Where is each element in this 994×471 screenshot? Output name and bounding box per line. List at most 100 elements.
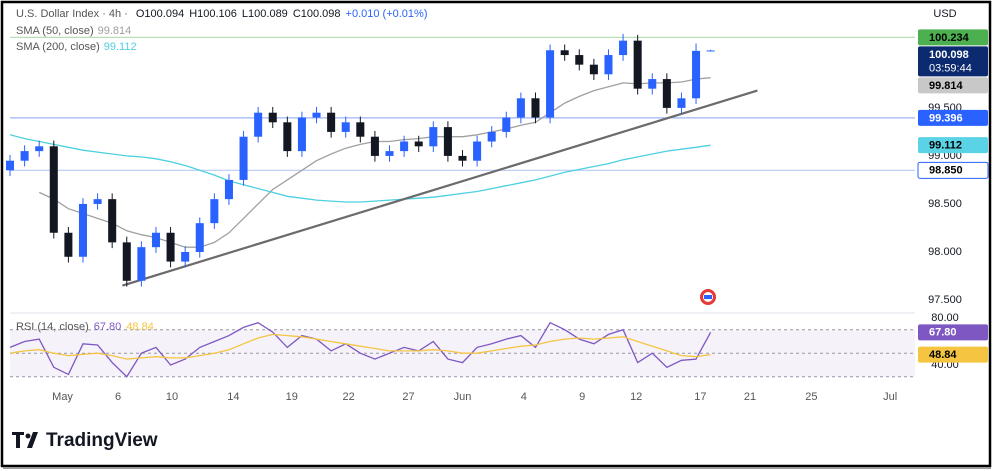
event-icon: [700, 289, 716, 305]
countdown: 03:59:44: [929, 62, 972, 74]
y-tick-label: 97.500: [928, 294, 962, 306]
price-label: 99.814: [929, 80, 964, 92]
candle-body: [122, 242, 131, 281]
ohlc-value: L100.089: [242, 8, 288, 20]
x-tick-label: 21: [744, 391, 756, 403]
candle-body: [49, 146, 58, 233]
candle-body: [181, 251, 190, 262]
candle-body: [166, 232, 175, 262]
candle-body: [151, 232, 160, 248]
candle-body: [531, 98, 540, 118]
legend-value: 99.112: [104, 41, 137, 53]
candle-body: [283, 122, 292, 152]
ohlc-value: +0.010 (+0.01%): [346, 8, 428, 20]
candle-body: [224, 179, 233, 200]
price-label-box: [918, 46, 988, 77]
legend-name: SMA (50, close): [16, 25, 94, 37]
legend-value: 99.814: [98, 25, 132, 37]
chart-title: U.S. Dollar Index · 4h ·: [16, 8, 128, 20]
candle-body: [706, 50, 715, 52]
candle-body: [619, 40, 628, 56]
candle-body: [370, 136, 379, 156]
price-label-box: [917, 161, 989, 179]
candle-body: [575, 55, 584, 65]
candle-body: [312, 112, 321, 118]
legend-value: 48.84: [126, 321, 154, 333]
price-label-box: [918, 109, 988, 126]
series-line: [9, 321, 712, 378]
candle-body: [341, 122, 350, 132]
candle-body: [108, 199, 117, 243]
x-tick-label: 17: [694, 391, 706, 403]
series-line: [9, 134, 711, 203]
currency: USD: [933, 8, 956, 20]
price-label: 99.112: [929, 140, 962, 152]
ohlc-value: O100.094: [136, 8, 184, 20]
candle-body: [502, 117, 511, 132]
x-tick-label: 27: [402, 391, 414, 403]
y-tick-label: 98.500: [928, 198, 962, 210]
candle-body: [78, 203, 87, 257]
candle-body: [385, 151, 394, 156]
candle-body: [429, 127, 438, 147]
price-label-box: [918, 77, 988, 94]
candle-body: [604, 55, 613, 75]
price-label: 67.80: [929, 327, 957, 339]
price-label-box: [918, 324, 988, 341]
price-label: 100.234: [929, 32, 970, 44]
trendline: [122, 89, 758, 287]
price-label-box: [918, 137, 988, 154]
candle-body: [400, 141, 409, 152]
y-tick-label: 80.00: [931, 312, 959, 324]
brand: TradingView: [46, 430, 158, 451]
series-line: [9, 333, 711, 360]
candle-body: [356, 122, 365, 137]
candle-body: [516, 98, 525, 118]
candle-body: [20, 151, 29, 161]
x-tick-label: Jul: [883, 391, 897, 403]
candle-body: [589, 64, 598, 75]
legend-value: 67.80: [94, 321, 122, 333]
x-tick-label: 12: [630, 391, 642, 403]
ohlc-value: C100.098: [293, 8, 341, 20]
x-tick-label: 10: [166, 391, 178, 403]
candle-body: [297, 117, 306, 152]
candle-body: [35, 146, 44, 152]
candle-body: [210, 199, 219, 224]
price-label: 98.850: [929, 165, 963, 177]
candle-body: [677, 98, 686, 108]
price-label: 48.84: [929, 349, 957, 361]
legend-name: RSI (14, close): [16, 321, 89, 333]
candle-body: [648, 79, 657, 89]
x-tick-label: 4: [521, 391, 527, 403]
x-tick-label: 19: [286, 391, 298, 403]
candle-body: [93, 199, 102, 204]
price-label-box: [918, 346, 988, 363]
x-tick-label: Jun: [454, 391, 472, 403]
x-tick-label: May: [52, 391, 73, 403]
x-tick-label: 9: [579, 391, 585, 403]
candle-body: [5, 160, 15, 171]
price-label: 100.098: [929, 49, 969, 61]
candle-body: [268, 112, 277, 123]
candle-body: [254, 112, 263, 137]
candle-body: [692, 50, 701, 99]
candle-body: [239, 136, 248, 180]
candle-body: [327, 112, 336, 132]
y-tick-label: 98.000: [928, 246, 962, 258]
candle-body: [443, 127, 452, 156]
candle-body: [414, 141, 423, 147]
candle-body: [458, 155, 467, 161]
candle-body: [137, 247, 146, 281]
x-tick-label: 25: [805, 391, 817, 403]
price-label: 99.396: [929, 112, 963, 124]
candle-body: [195, 223, 204, 252]
candle-body: [633, 40, 642, 89]
brand-logo: [12, 432, 38, 448]
x-tick-label: 22: [343, 391, 355, 403]
x-tick-label: 6: [115, 391, 121, 403]
x-tick-label: 14: [227, 391, 239, 403]
candle-body: [64, 232, 73, 257]
candle-body: [560, 50, 569, 56]
